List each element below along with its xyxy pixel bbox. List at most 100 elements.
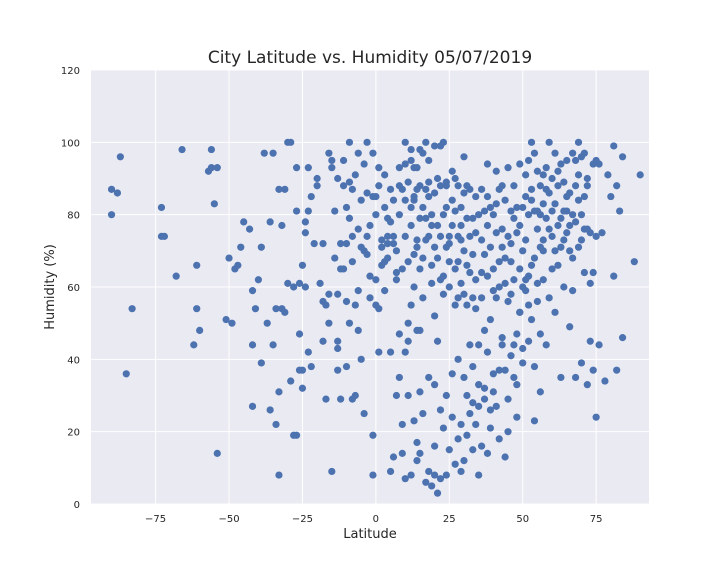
data-point — [339, 182, 348, 190]
data-point — [533, 279, 542, 287]
data-point — [486, 243, 495, 251]
data-point — [436, 276, 445, 284]
data-point — [618, 153, 627, 161]
data-point — [439, 424, 448, 432]
data-point — [548, 232, 556, 240]
data-point — [507, 240, 515, 248]
data-point — [445, 258, 453, 266]
data-point — [425, 467, 433, 476]
data-point — [513, 203, 521, 212]
data-point — [501, 254, 509, 262]
data-point — [507, 258, 515, 266]
data-point — [451, 265, 459, 273]
data-point — [345, 178, 354, 186]
data-point — [504, 297, 512, 306]
data-point — [445, 240, 453, 248]
data-point — [472, 305, 480, 313]
data-point — [213, 449, 221, 457]
data-point — [598, 229, 606, 237]
data-point — [536, 330, 544, 338]
data-point — [448, 221, 456, 230]
data-point — [431, 471, 439, 479]
data-point — [416, 388, 424, 396]
data-point — [295, 330, 304, 338]
data-point — [407, 471, 415, 479]
data-point — [360, 409, 368, 418]
data-point — [248, 402, 257, 410]
data-point — [389, 232, 398, 240]
data-point — [498, 182, 506, 190]
data-point — [566, 247, 574, 255]
data-point — [533, 297, 542, 306]
data-point — [319, 240, 327, 248]
data-point — [592, 232, 600, 240]
data-point — [381, 203, 389, 212]
data-point — [345, 138, 354, 146]
data-point — [524, 337, 533, 345]
data-point — [501, 196, 509, 204]
data-point — [478, 294, 486, 302]
data-point — [360, 160, 368, 168]
data-point — [601, 377, 609, 385]
data-point — [395, 373, 403, 382]
data-point — [504, 395, 512, 403]
data-point — [454, 182, 462, 190]
y-tick-label: 100 — [61, 138, 80, 149]
data-point — [492, 294, 500, 302]
data-point — [583, 174, 591, 183]
data-points — [107, 138, 644, 497]
data-point — [248, 287, 257, 295]
data-point — [375, 305, 383, 313]
x-tick-label: −50 — [218, 514, 239, 525]
data-point — [278, 221, 286, 230]
data-point — [580, 268, 588, 277]
data-point — [463, 301, 471, 309]
data-point — [469, 294, 477, 302]
data-point — [425, 373, 433, 382]
data-point — [301, 283, 309, 291]
x-tick-label: 0 — [373, 514, 379, 525]
data-point — [530, 149, 539, 157]
data-point — [328, 164, 336, 172]
data-point — [381, 171, 389, 179]
data-point — [472, 276, 480, 284]
data-point — [222, 315, 230, 324]
data-point — [507, 352, 515, 360]
data-point — [475, 402, 483, 410]
data-point — [574, 138, 583, 146]
data-point — [513, 381, 521, 389]
data-point — [433, 337, 442, 345]
data-point — [401, 138, 409, 146]
data-point — [589, 268, 597, 277]
data-point — [398, 449, 406, 457]
data-point — [618, 334, 627, 342]
data-point — [460, 290, 468, 298]
data-point — [475, 471, 483, 479]
data-point — [492, 167, 500, 175]
data-point — [583, 225, 591, 233]
data-point — [337, 240, 345, 248]
data-point — [448, 167, 456, 175]
data-point — [413, 236, 421, 244]
data-point — [510, 276, 518, 284]
data-point — [319, 297, 327, 306]
data-point — [416, 449, 424, 457]
data-point — [604, 171, 612, 179]
data-point — [342, 240, 351, 248]
data-point — [577, 359, 586, 367]
y-axis-label: Humidity (%) — [43, 244, 58, 330]
data-point — [569, 149, 577, 157]
data-point — [422, 478, 430, 486]
data-point — [445, 232, 453, 240]
data-point — [304, 348, 312, 356]
data-point — [401, 232, 409, 240]
data-point — [107, 185, 116, 193]
data-point — [298, 366, 307, 374]
y-tick-label: 80 — [67, 211, 80, 222]
data-point — [348, 258, 356, 266]
data-point — [563, 229, 571, 237]
data-point — [419, 409, 427, 418]
data-point — [483, 160, 492, 168]
data-point — [610, 272, 618, 280]
data-point — [375, 348, 383, 356]
